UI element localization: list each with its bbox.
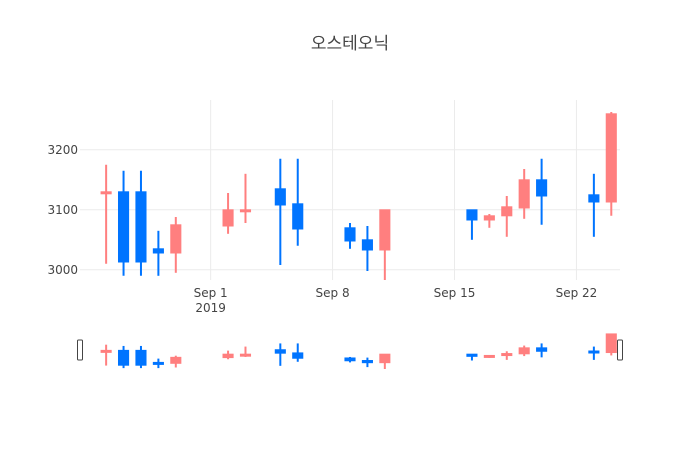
main-candle — [292, 158, 304, 246]
main-body — [222, 209, 234, 227]
slider-candle — [135, 345, 147, 369]
range-slider-left-handle[interactable] — [77, 339, 83, 361]
y-tick-label: 3200 — [47, 143, 78, 157]
main-body — [239, 209, 252, 213]
main-candle — [152, 230, 164, 276]
slider-candle — [466, 353, 478, 361]
slider-candle — [588, 346, 600, 360]
slider-body — [361, 360, 373, 364]
main-body — [483, 215, 495, 221]
main-body — [100, 191, 112, 195]
x-tick-label: Sep 22 — [556, 286, 598, 300]
x-tick-label: Sep 8 — [316, 286, 350, 300]
candles-layer — [100, 112, 617, 280]
slider-body — [100, 349, 112, 353]
main-candle — [605, 112, 617, 216]
slider-candle — [605, 333, 617, 356]
main-body — [379, 209, 391, 251]
main-body — [117, 191, 130, 263]
slider-candle — [518, 345, 530, 357]
slider-body — [152, 361, 164, 365]
slider-body — [501, 353, 513, 357]
main-candle — [361, 226, 373, 271]
main-body — [466, 209, 478, 221]
main-candle — [466, 209, 478, 240]
slider-body — [536, 347, 548, 352]
main-body — [518, 179, 530, 209]
main-candle — [588, 173, 600, 237]
main-body — [536, 179, 548, 197]
main-candle — [170, 217, 182, 273]
slider-candle — [222, 350, 234, 360]
x-axis: Sep 1 Sep 8 Sep 15 Sep 22 2019 — [194, 286, 598, 315]
main-body — [135, 191, 147, 263]
main-candle — [518, 169, 530, 219]
main-body — [501, 206, 513, 217]
slider-body — [239, 353, 252, 357]
main-candle — [483, 214, 495, 228]
slider-body — [344, 357, 356, 362]
slider-body — [605, 333, 617, 354]
slider-body — [483, 354, 495, 358]
main-candle — [239, 173, 252, 223]
y-tick-label: 3100 — [47, 203, 78, 217]
main-candle — [274, 158, 286, 265]
x-tick-label: Sep 1 — [194, 286, 228, 300]
main-body — [292, 203, 304, 230]
y-tick-label: 3000 — [47, 263, 78, 277]
slider-body — [466, 353, 478, 357]
slider-body — [135, 349, 147, 366]
main-body — [344, 227, 356, 242]
slider-candle — [361, 357, 373, 368]
y-axis: 3000 3100 3200 — [47, 143, 78, 277]
slider-body — [222, 353, 234, 359]
main-candle — [344, 223, 356, 249]
slider-candle — [274, 343, 286, 366]
range-slider-right-handle[interactable] — [617, 339, 623, 361]
main-candle — [379, 209, 391, 280]
slider-candle — [483, 354, 495, 358]
main-body — [361, 239, 373, 251]
slider-candle — [344, 356, 356, 363]
main-body — [588, 194, 600, 203]
main-candle — [135, 170, 147, 276]
slider-candle — [292, 343, 304, 362]
chart-title: 오스테오닉 — [311, 34, 389, 54]
main-candle — [501, 196, 513, 237]
slider-body — [292, 352, 304, 359]
slider-candle — [117, 345, 130, 369]
slider-candle — [379, 353, 391, 369]
main-candle — [100, 164, 112, 264]
slider-candle — [239, 346, 252, 357]
main-body — [605, 113, 617, 203]
slider-candle — [100, 344, 112, 366]
slider-body — [274, 349, 286, 354]
grid-lines — [80, 100, 620, 280]
x-tick-label: Sep 15 — [434, 286, 476, 300]
slider-body — [379, 353, 391, 364]
main-candle — [222, 193, 234, 234]
main-body — [170, 224, 182, 254]
slider-candle — [152, 358, 164, 369]
x-tick-year-label: 2019 — [195, 301, 226, 315]
main-candle — [536, 158, 548, 225]
range-slider[interactable] — [77, 331, 623, 369]
slider-candle — [501, 351, 513, 360]
slider-candle — [536, 343, 548, 358]
main-body — [274, 188, 286, 206]
slider-body — [518, 347, 530, 355]
main-body — [152, 248, 164, 254]
slider-body — [117, 349, 130, 366]
main-candle — [117, 170, 130, 276]
slider-candle — [170, 355, 182, 368]
slider-body — [588, 350, 600, 354]
slider-body — [170, 356, 182, 364]
